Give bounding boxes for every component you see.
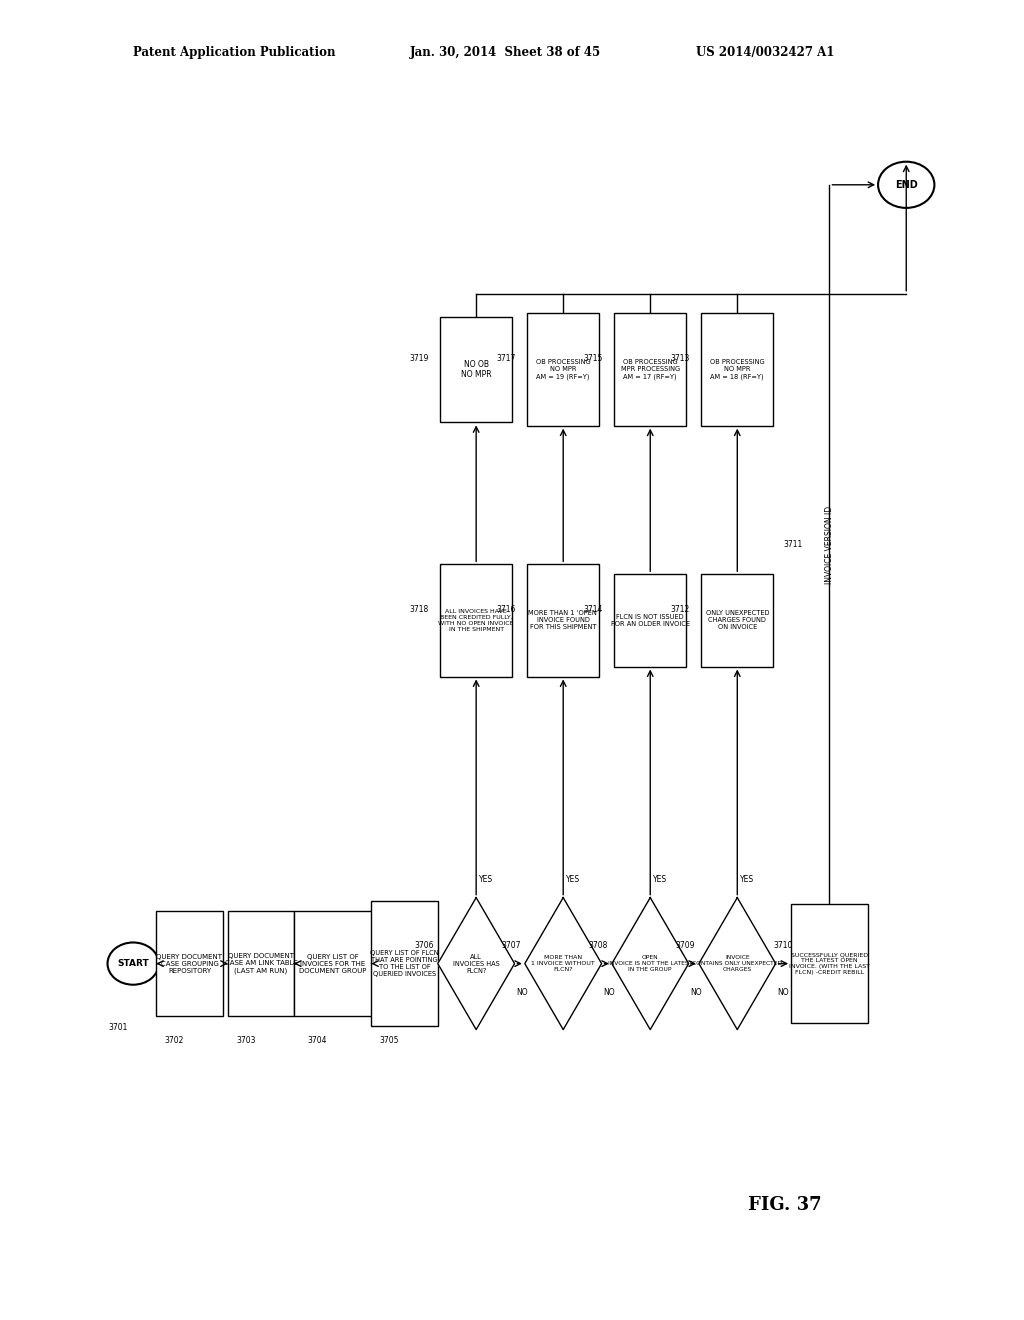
Text: 3716: 3716 — [497, 605, 516, 614]
Polygon shape — [612, 898, 688, 1030]
Text: QUERY DOCUMENT
CASE AM LINK TABLE
(LAST AM RUN): QUERY DOCUMENT CASE AM LINK TABLE (LAST … — [224, 953, 298, 974]
Text: INVOICE
CONTAINS ONLY UNEXPECTED
CHARGES: INVOICE CONTAINS ONLY UNEXPECTED CHARGES — [692, 956, 782, 972]
Text: QUERY DOCUMENT
CASE GROUPING
REPOSITORY: QUERY DOCUMENT CASE GROUPING REPOSITORY — [157, 953, 222, 974]
Text: OPEN
INVOICE IS NOT THE LATEST
IN THE GROUP: OPEN INVOICE IS NOT THE LATEST IN THE GR… — [608, 956, 692, 972]
Text: Jan. 30, 2014  Sheet 38 of 45: Jan. 30, 2014 Sheet 38 of 45 — [410, 46, 601, 59]
Bar — [791, 904, 867, 1023]
Text: NO OB
NO MPR: NO OB NO MPR — [461, 360, 492, 379]
Text: 3702: 3702 — [165, 1036, 183, 1045]
Bar — [701, 313, 773, 425]
Ellipse shape — [878, 162, 934, 207]
Text: YES: YES — [479, 875, 494, 884]
Text: 3705: 3705 — [379, 1036, 399, 1045]
Text: QUERY LIST OF FLCN
THAT ARE POINTING
TO THE LIST OF
QUERIED INVOICES: QUERY LIST OF FLCN THAT ARE POINTING TO … — [370, 950, 439, 977]
Text: QUERY LIST OF
INVOICES FOR THE
DOCUMENT GROUP: QUERY LIST OF INVOICES FOR THE DOCUMENT … — [299, 953, 367, 974]
Text: 3709: 3709 — [676, 941, 695, 950]
Polygon shape — [438, 898, 515, 1030]
Ellipse shape — [108, 942, 159, 985]
Text: MORE THAN
1 INVOICE WITHOUT
FLCN?: MORE THAN 1 INVOICE WITHOUT FLCN? — [531, 956, 595, 972]
Text: FLCN IS NOT ISSUED
FOR AN OLDER INVOICE: FLCN IS NOT ISSUED FOR AN OLDER INVOICE — [610, 614, 690, 627]
Text: 3704: 3704 — [307, 1036, 328, 1045]
Text: 3703: 3703 — [236, 1036, 256, 1045]
Text: START: START — [117, 960, 150, 968]
Text: 3711: 3711 — [783, 540, 803, 549]
Polygon shape — [698, 898, 776, 1030]
Text: US 2014/0032427 A1: US 2014/0032427 A1 — [696, 46, 835, 59]
Text: NO: NO — [690, 987, 702, 997]
Text: OB PROCESSING
MPR PROCESSING
AM = 17 (RF=Y): OB PROCESSING MPR PROCESSING AM = 17 (RF… — [621, 359, 680, 380]
Text: FIG. 37: FIG. 37 — [748, 1196, 821, 1214]
Bar — [701, 574, 773, 667]
Text: MORE THAN 1 ‘OPEN’
INVOICE FOUND
FOR THIS SHIPMENT: MORE THAN 1 ‘OPEN’ INVOICE FOUND FOR THI… — [527, 610, 599, 631]
Bar — [440, 317, 512, 422]
Text: NO: NO — [517, 987, 528, 997]
Text: YES: YES — [740, 875, 755, 884]
Text: SUCCESSFULLY QUERIED
THE LATEST OPEN
INVOICE. (WITH THE LAST
FLCN) -CREDIT REBIL: SUCCESSFULLY QUERIED THE LATEST OPEN INV… — [788, 953, 870, 974]
Text: 3718: 3718 — [410, 605, 429, 614]
Text: OB PROCESSING
NO MPR
AM = 18 (RF=Y): OB PROCESSING NO MPR AM = 18 (RF=Y) — [710, 359, 765, 380]
Text: NO: NO — [778, 987, 790, 997]
Text: ALL
INVOICES HAS
FLCN?: ALL INVOICES HAS FLCN? — [453, 953, 500, 974]
Bar — [371, 900, 438, 1027]
Text: INVOICE VERSION ID: INVOICE VERSION ID — [825, 506, 834, 583]
Bar — [227, 911, 295, 1016]
Text: 3708: 3708 — [589, 941, 608, 950]
Bar — [294, 911, 372, 1016]
Text: NO: NO — [604, 987, 615, 997]
Text: 3707: 3707 — [502, 941, 521, 950]
Text: 3701: 3701 — [109, 1023, 127, 1032]
Text: 3715: 3715 — [584, 354, 603, 363]
Bar — [527, 313, 599, 425]
Text: 3717: 3717 — [497, 354, 516, 363]
Bar — [614, 313, 686, 425]
Bar — [527, 565, 599, 676]
Text: Patent Application Publication: Patent Application Publication — [133, 46, 336, 59]
Text: 3706: 3706 — [415, 941, 434, 950]
Text: YES: YES — [653, 875, 668, 884]
Text: ALL INVOICES HAVE
BEEN CREDITED FULLY,
WITH NO OPEN INVOICE
IN THE SHIPMENT: ALL INVOICES HAVE BEEN CREDITED FULLY, W… — [438, 610, 514, 631]
Text: YES: YES — [566, 875, 581, 884]
Bar — [156, 911, 223, 1016]
Text: OB PROCESSING
NO MPR
AM = 19 (RF=Y): OB PROCESSING NO MPR AM = 19 (RF=Y) — [536, 359, 591, 380]
Text: 3713: 3713 — [671, 354, 690, 363]
Text: 3714: 3714 — [584, 605, 603, 614]
Polygon shape — [524, 898, 602, 1030]
Bar — [614, 574, 686, 667]
Text: 3712: 3712 — [671, 605, 690, 614]
Text: END: END — [895, 180, 918, 190]
Text: 3719: 3719 — [410, 354, 429, 363]
Bar — [440, 565, 512, 676]
Text: ONLY UNEXPECTED
CHARGES FOUND
ON INVOICE: ONLY UNEXPECTED CHARGES FOUND ON INVOICE — [706, 610, 769, 631]
Text: 3710: 3710 — [773, 941, 793, 950]
